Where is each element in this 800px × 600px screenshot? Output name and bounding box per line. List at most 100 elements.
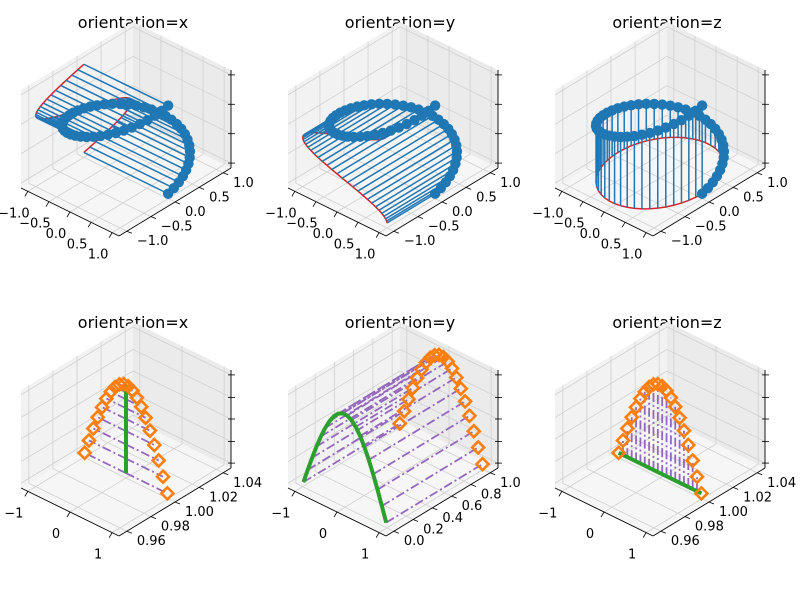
grid-line [554,85,668,155]
y-axis-line [385,467,499,537]
y-tick [393,230,399,234]
grid-line [610,453,710,503]
grid-line [20,26,134,96]
y-tick [393,530,399,534]
grid-line [562,482,662,532]
y-tick-label: 0.4 [442,511,463,526]
data-marker [126,122,137,133]
x-tick-label: 1.0 [355,248,376,263]
grid-line [287,55,401,125]
x-tick [312,201,317,207]
x-tick [87,222,92,228]
y-tick-label: 1.0 [767,176,788,191]
x-tick-label: 0 [586,527,594,542]
data-marker [393,122,404,133]
y-tick [684,216,691,219]
data-marker [641,98,652,110]
data-marker [137,409,154,426]
grid-line [124,124,224,174]
stem-line [83,63,169,107]
grid-line [287,370,401,440]
grid-line [372,436,472,485]
y-tick [757,172,763,176]
data-marker [448,369,465,386]
grid-line [334,459,433,509]
grid-line [399,349,499,398]
x-tick-label: 0.5 [67,237,88,252]
grid-line [20,349,134,418]
grid-line [295,182,395,232]
data-marker [671,409,688,426]
data-marker [385,125,396,136]
stem-line [89,146,175,189]
stem-line [357,133,453,192]
data-marker [102,129,114,140]
stem-line [310,103,388,152]
y-tick [757,472,763,476]
grid-line [336,443,450,513]
y-tick-label: 1.02 [209,490,238,505]
stem-line [303,422,401,483]
x-tick [558,191,563,197]
data-marker [615,432,631,449]
data-marker [684,452,701,469]
stem-line [124,112,190,147]
y-tick-label: 0.5 [209,190,230,205]
data-marker [680,437,697,453]
y-tick-label: 1.02 [743,490,772,505]
grid-line [20,326,134,396]
x-tick-label: 1 [94,548,102,563]
data-marker [418,354,434,371]
stem-line [313,103,396,155]
y-tick [441,201,448,205]
y-tick [432,507,438,511]
grid-line [399,326,499,376]
subplot-3: orientation=z−1.0−0.50.00.51.0−1.0−0.50.… [532,13,788,263]
x-tick [621,222,626,228]
grid-line [132,55,232,105]
stem-line [371,150,458,204]
y-tick [174,501,181,505]
stem-line [375,156,458,208]
grid-line [586,468,686,517]
grid-line [666,414,766,464]
y-tick [451,495,457,499]
y-tick [490,172,496,176]
y-tick [223,472,229,476]
stem-line [362,138,455,196]
grid-line [20,414,134,484]
y-tick-label: 0.0 [452,205,473,220]
grid-line [666,349,766,398]
y-tick-label: −0.5 [161,220,193,235]
grid-line [287,26,401,96]
data-marker [652,125,663,136]
y-tick-label: −1.0 [404,234,436,249]
y-tick [732,487,739,490]
data-marker [155,468,171,485]
y-tick [708,201,715,205]
stem-line [378,163,456,211]
data-marker [138,102,150,113]
x-tick [45,201,50,207]
data-marker [374,98,385,110]
data-marker [111,376,128,393]
data-marker [391,415,408,432]
x-tick [642,532,647,538]
stem-line [307,410,405,471]
x-tick-label: 0.0 [313,227,334,242]
grid-line [294,423,408,492]
stem-line [46,98,117,134]
y-tick-label: 0.98 [695,520,724,535]
data-marker [133,398,150,415]
y-tick-label: −1.0 [137,234,169,249]
y-tick-label: −0.5 [695,220,727,235]
data-marker [474,456,491,472]
grid-line [353,447,452,497]
x-tick-label: 0 [319,527,327,542]
stem-line [101,135,184,177]
grid-line [554,55,668,125]
grid-line [666,85,766,135]
stem-line [307,103,380,148]
y-tick-label: 0.8 [481,487,502,502]
